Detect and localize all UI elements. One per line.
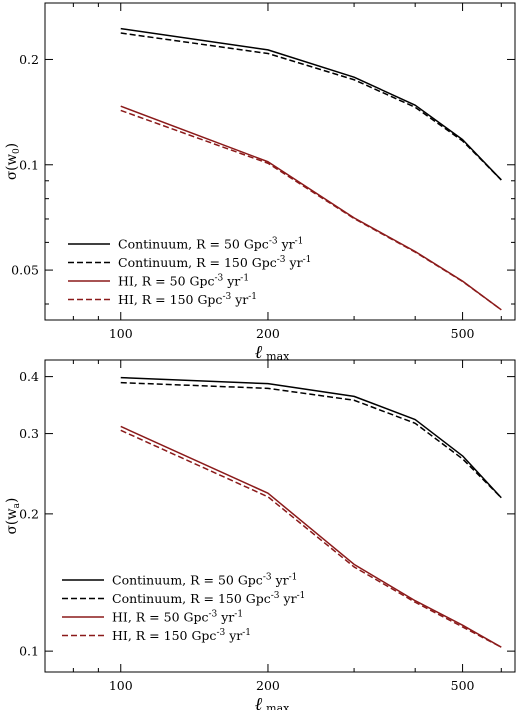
series-line-4 — [120, 429, 502, 648]
x-tick-label: 100 — [109, 678, 133, 693]
legend: Continuum, R = 50 Gpc-3 yr-1 Continuum, R… — [62, 573, 305, 643]
x-tick-label: 200 — [256, 678, 280, 693]
legend: Continuum, R = 50 Gpc-3 yr-1 Continuum, R… — [68, 237, 311, 307]
y-tick-label: 0.2 — [19, 52, 39, 67]
plot-frame — [44, 2, 516, 321]
legend-entry: Continuum, R = 150 Gpc-3 yr-1 — [112, 591, 305, 606]
x-tick-label: 500 — [451, 326, 475, 341]
plot-frame — [44, 359, 516, 673]
legend-entry: HI, R = 50 Gpc-3 yr-1 — [112, 610, 243, 625]
y-tick-label: 0.2 — [19, 506, 39, 521]
series-line-2 — [120, 381, 502, 499]
series-line-3 — [120, 425, 502, 648]
y-tick-label: 0.4 — [19, 369, 39, 384]
x-axis-label: ℓ max — [255, 694, 290, 710]
chart-panel-2: 100 200 500 0.1 0.2 0.3 0.4 ℓ max σ(wa) Continuum,… — [4, 359, 516, 710]
legend-entry: Continuum, R = 50 Gpc-3 yr-1 — [118, 237, 303, 252]
legend-entry: HI, R = 150 Gpc-3 yr-1 — [112, 628, 251, 643]
y-tick-label: 0.3 — [19, 426, 39, 441]
y-axis-label: σ(wa) — [4, 498, 22, 535]
y-tick-label: 0.05 — [11, 263, 39, 278]
series-line-1 — [120, 376, 502, 499]
x-tick-label: 100 — [109, 326, 133, 341]
legend-entry: Continuum, R = 50 Gpc-3 yr-1 — [112, 573, 297, 588]
y-axis-label: σ(w0) — [4, 143, 22, 180]
legend-entry: Continuum, R = 150 Gpc-3 yr-1 — [118, 255, 311, 270]
series-line-1 — [120, 27, 502, 181]
legend-entry: HI, R = 150 Gpc-3 yr-1 — [118, 292, 257, 307]
y-tick-label: 0.1 — [19, 644, 39, 659]
x-tick-label: 500 — [451, 678, 475, 693]
series-line-4 — [120, 109, 502, 311]
legend-entry: HI, R = 50 Gpc-3 yr-1 — [118, 274, 249, 289]
series-line-2 — [120, 32, 502, 181]
y-tick-label: 0.1 — [19, 157, 39, 172]
x-tick-label: 200 — [256, 326, 280, 341]
